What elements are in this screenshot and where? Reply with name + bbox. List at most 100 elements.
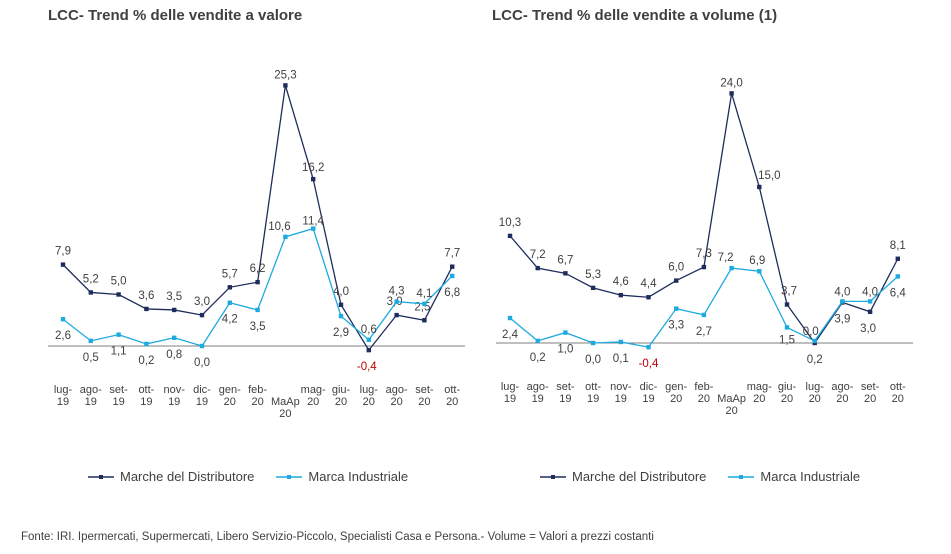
- data-point-industrial: [394, 299, 399, 304]
- x-tick-label: lug-20: [806, 381, 825, 405]
- x-tick-label: nov-19: [610, 381, 632, 405]
- data-point-mdd: [116, 292, 121, 297]
- x-tick-label: MaAp 20: [717, 393, 746, 417]
- legend-item-industrial: Marca Industriale: [276, 469, 408, 484]
- data-point-mdd: [338, 302, 344, 307]
- data-point-industrial: [255, 307, 260, 313]
- data-label-industrial: -0,4: [639, 358, 659, 370]
- data-label-industrial: 2,7: [696, 326, 712, 338]
- data-point-mdd: [535, 265, 540, 271]
- data-label-industrial: 6,4: [890, 287, 907, 299]
- data-point-industrial: [338, 313, 344, 319]
- data-label-mdd: 4,0: [333, 286, 349, 298]
- data-label-mdd: 3,9: [834, 313, 850, 325]
- x-tick-label: ago-19: [80, 384, 102, 408]
- data-label-industrial: 0,2: [807, 354, 823, 366]
- data-label-industrial: 6,9: [749, 255, 765, 267]
- data-point-mdd: [255, 279, 260, 285]
- legend-item-industrial: Marca Industriale: [728, 469, 860, 484]
- data-point-industrial: [812, 338, 817, 344]
- data-point-industrial: [784, 325, 790, 330]
- data-point-mdd: [311, 176, 316, 182]
- legend-label-mdd: Marche del Distributore: [572, 469, 707, 484]
- data-label-mdd: 3,6: [138, 290, 154, 302]
- data-point-mdd: [895, 256, 900, 261]
- data-label-industrial: 2,6: [55, 330, 71, 342]
- data-point-mdd: [729, 91, 734, 96]
- data-point-industrial: [867, 299, 873, 304]
- data-point-mdd: [199, 312, 205, 318]
- data-label-industrial: 1,0: [557, 344, 573, 356]
- data-label-mdd: 6,2: [250, 263, 266, 275]
- data-point-mdd: [283, 83, 288, 88]
- data-point-industrial: [840, 299, 845, 304]
- data-label-industrial: 6,8: [444, 287, 460, 299]
- x-tick-label: MaAp 20: [271, 396, 300, 420]
- data-label-industrial: 4,3: [389, 286, 405, 298]
- data-point-industrial: [422, 301, 427, 306]
- x-tick-label: gen-20: [665, 381, 687, 405]
- data-label-mdd: 10,3: [499, 217, 521, 229]
- data-label-mdd: 5,2: [83, 273, 99, 285]
- data-point-mdd: [450, 264, 455, 269]
- data-point-mdd: [701, 264, 707, 270]
- data-point-industrial: [116, 332, 121, 337]
- data-label-mdd: -0,4: [357, 361, 377, 373]
- legend-valore: Marche del Distributore Marca Industrial…: [88, 469, 430, 484]
- legend-swatch-mdd: [540, 474, 566, 479]
- legend-label-industrial: Marca Industriale: [760, 469, 861, 484]
- data-label-mdd: 4,4: [641, 278, 658, 290]
- data-point-industrial: [563, 330, 568, 335]
- data-point-mdd: [590, 285, 596, 291]
- data-label-industrial: 10,6: [268, 221, 290, 233]
- data-label-industrial: 0,6: [361, 324, 377, 336]
- legend-swatch-mdd: [88, 474, 114, 479]
- legend-swatch-industrial: [728, 474, 755, 479]
- chart-title-valore: LCC- Trend % delle vendite a valore: [48, 7, 303, 24]
- x-tick-label: ago-20: [386, 384, 408, 408]
- data-label-industrial: 2,9: [333, 327, 349, 339]
- data-point-industrial: [450, 273, 455, 279]
- data-label-industrial: 0,2: [138, 355, 154, 367]
- data-label-industrial: 4,0: [834, 286, 850, 298]
- x-tick-label: ott-20: [444, 384, 460, 408]
- data-label-industrial: 2,4: [502, 329, 519, 341]
- chart-title-volume: LCC- Trend % delle vendite a volume (1): [492, 7, 778, 24]
- data-label-mdd: 24,0: [720, 77, 742, 89]
- x-tick-label: mag-20: [747, 381, 772, 405]
- data-label-industrial: 7,2: [718, 252, 734, 264]
- data-point-mdd: [674, 278, 679, 283]
- data-label-industrial: 3,5: [250, 321, 266, 333]
- data-label-mdd: 7,3: [696, 248, 712, 260]
- data-point-industrial: [757, 269, 762, 274]
- x-tick-label: set-19: [556, 381, 575, 405]
- data-point-mdd: [757, 184, 762, 190]
- legend-label-industrial: Marca Industriale: [308, 469, 409, 484]
- data-point-mdd: [172, 307, 177, 313]
- data-point-mdd: [867, 309, 873, 314]
- data-label-industrial: 4,0: [862, 286, 878, 298]
- x-tick-label: ago-19: [527, 381, 549, 405]
- x-tick-label: set-19: [109, 384, 128, 408]
- data-label-industrial: 0,5: [83, 352, 99, 364]
- data-label-industrial: 0,0: [585, 354, 601, 366]
- data-label-mdd: 6,7: [557, 254, 573, 266]
- data-point-industrial: [590, 340, 596, 346]
- data-label-mdd: 4,6: [613, 276, 629, 288]
- data-point-industrial: [674, 306, 679, 311]
- data-label-industrial: 3,3: [668, 320, 684, 332]
- x-tick-label: mag-20: [301, 384, 326, 408]
- data-point-mdd: [366, 347, 371, 353]
- line-chart-volume: lug-19 ago-19 set-19 ott-19 nov-19 dic-19 gen-…: [496, 77, 913, 417]
- data-point-mdd: [88, 290, 93, 295]
- data-point-industrial: [729, 265, 734, 271]
- data-point-industrial: [618, 339, 623, 345]
- x-tick-label: nov-19: [163, 384, 185, 408]
- line-chart-valore: lug-19 ago-19 set-19 ott-19 nov-19 dic-19 gen-…: [48, 69, 465, 420]
- data-point-industrial: [227, 300, 232, 305]
- data-label-mdd: 0,0: [803, 326, 819, 338]
- x-tick-label: dic-19: [193, 384, 211, 408]
- source-footnote: Fonte: IRI. Ipermercati, Supermercati, L…: [21, 531, 654, 543]
- data-point-mdd: [60, 262, 66, 267]
- data-label-industrial: 4,2: [222, 314, 238, 326]
